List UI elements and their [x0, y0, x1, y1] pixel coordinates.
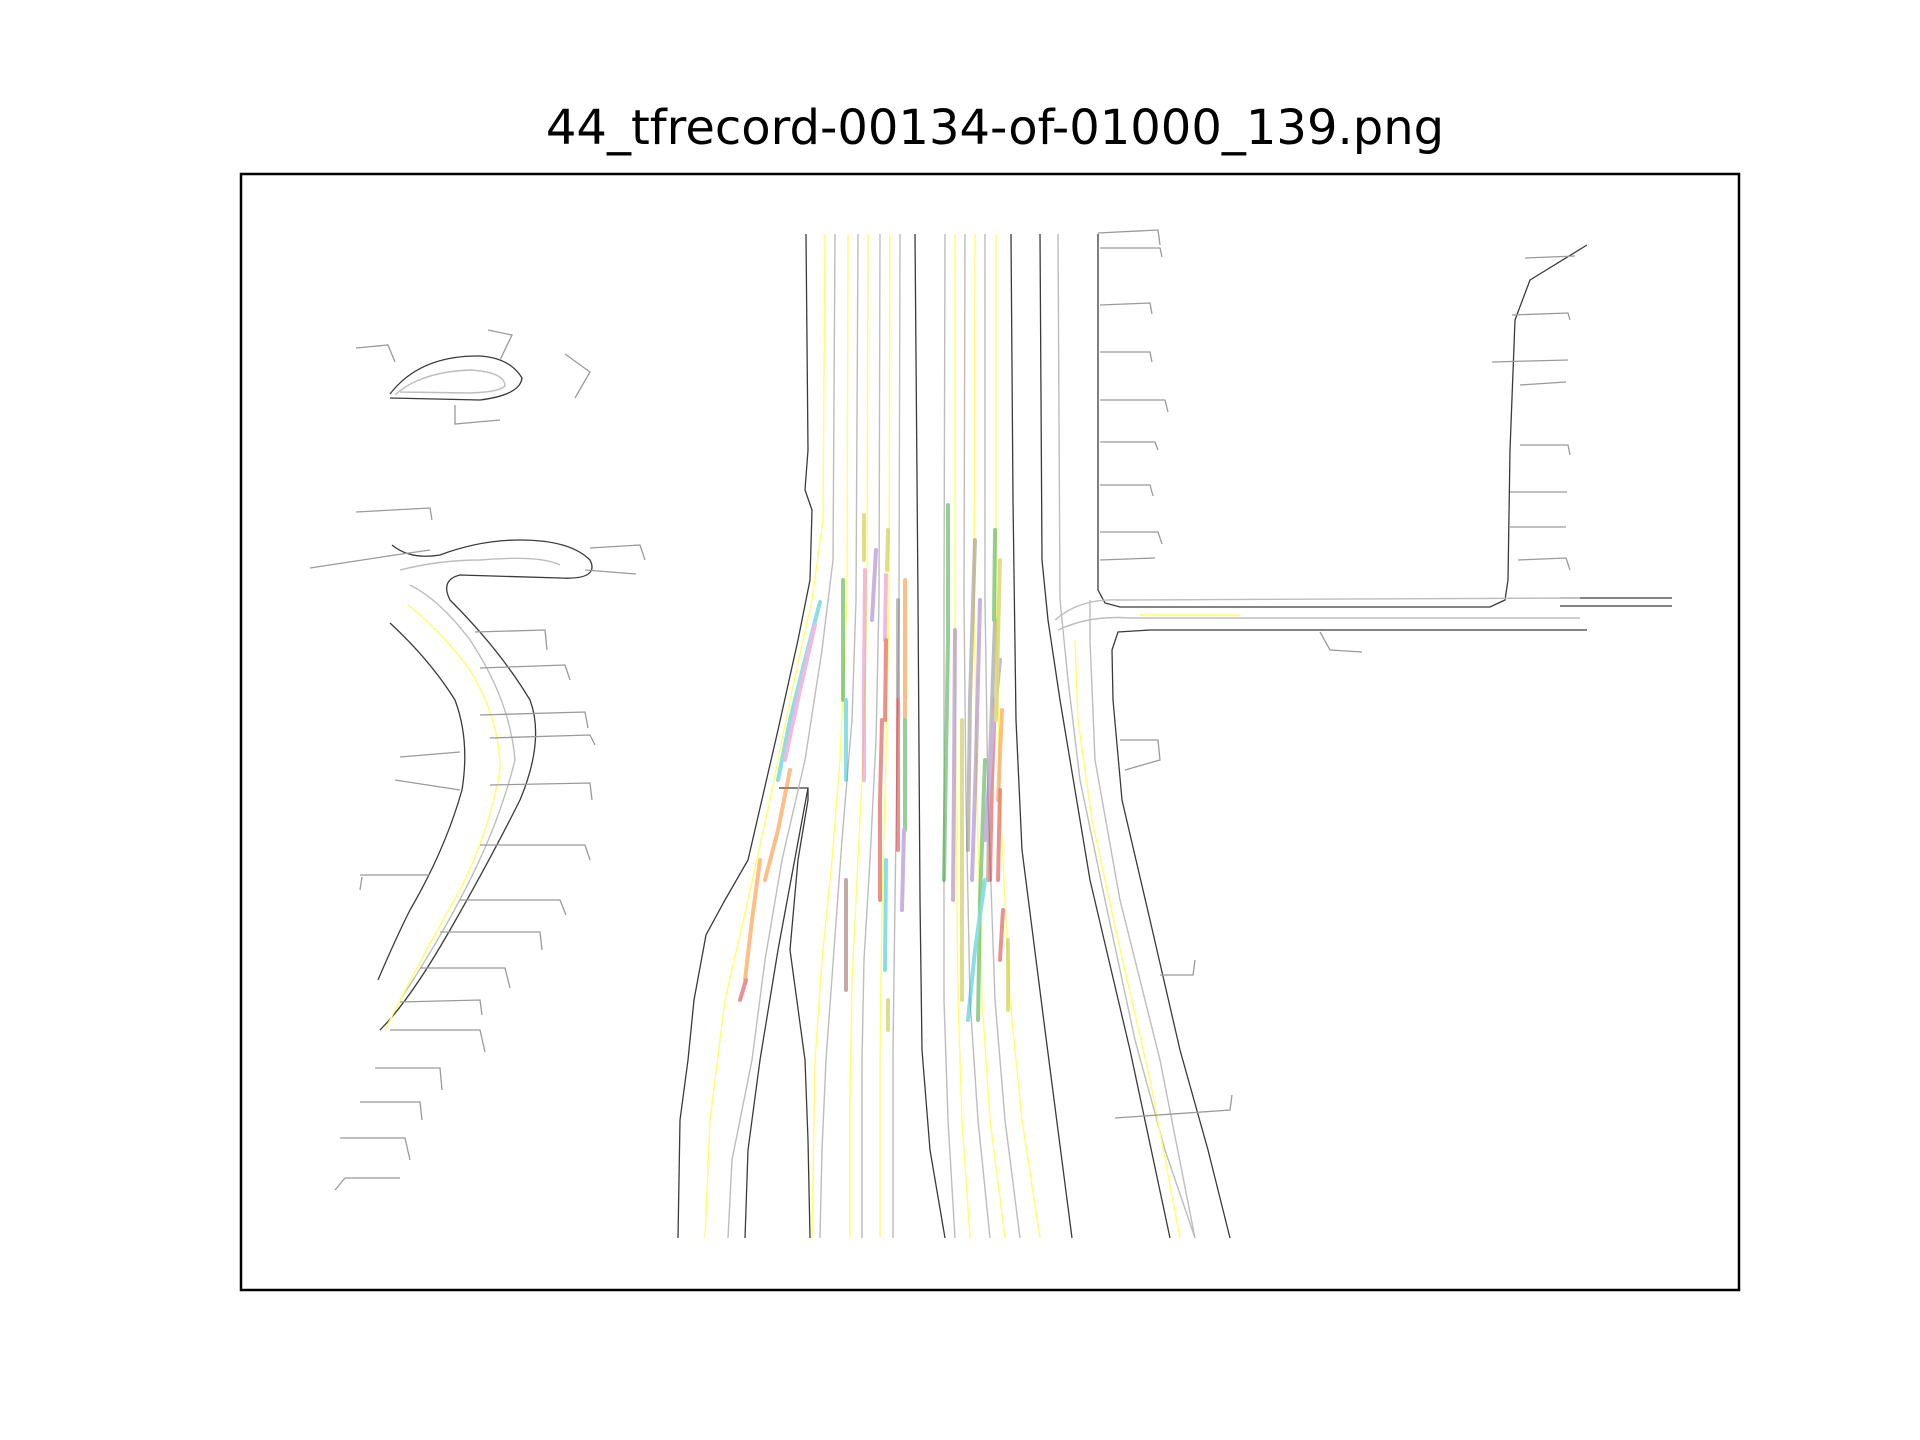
agent-track	[970, 598, 982, 882]
agent-track	[862, 568, 867, 782]
road-edge	[779, 787, 811, 1239]
road-edge	[377, 622, 466, 981]
agent-track	[996, 788, 1002, 882]
road-line	[954, 234, 971, 1239]
agent-track	[996, 708, 1004, 802]
lane-center	[399, 557, 561, 1001]
agent-tracks	[738, 503, 1010, 1032]
lane-center	[1057, 233, 1196, 1239]
crosswalk	[1097, 229, 1163, 258]
road-edge	[1010, 233, 1073, 1239]
agent-track	[883, 638, 888, 722]
lane-center	[1089, 600, 1196, 1239]
lane-centers	[394, 233, 1581, 1239]
road-edge	[389, 355, 523, 401]
road-edge	[1111, 629, 1587, 1239]
road-line	[1074, 639, 1181, 1239]
lane-center	[819, 233, 859, 1239]
agent-track	[951, 628, 957, 902]
lane-center	[727, 233, 836, 1239]
road-edge	[744, 787, 809, 1239]
agent-track	[992, 528, 997, 622]
crosswalks	[309, 229, 1576, 1191]
road-lines	[384, 233, 1240, 1239]
road-edge	[914, 233, 946, 1239]
crosswalk	[1099, 302, 1169, 451]
crosswalk	[394, 751, 461, 791]
agent-track	[783, 623, 817, 762]
road-line	[849, 233, 869, 1238]
figure-title: 44_tfrecord-00134-of-01000_139.png	[545, 100, 1445, 156]
lane-center	[943, 233, 956, 1239]
crosswalk	[1114, 1094, 1233, 1119]
road-line	[811, 233, 849, 1239]
lane-center	[963, 233, 991, 1239]
agent-track	[883, 573, 888, 642]
agent-track	[885, 528, 890, 572]
road-line	[384, 604, 501, 1031]
agent-track	[763, 768, 792, 882]
crosswalk	[359, 874, 430, 891]
agent-track	[976, 758, 987, 1022]
agent-track	[738, 978, 748, 1002]
lane-center	[984, 234, 1021, 1239]
crosswalk	[460, 782, 593, 916]
agent-track	[966, 878, 987, 1022]
plot-frame	[239, 172, 1741, 1292]
agent-track	[900, 828, 906, 912]
road-edge	[1039, 233, 1171, 1239]
agent-track	[878, 718, 884, 902]
road-edge	[1097, 234, 1588, 608]
crosswalk	[355, 329, 591, 425]
crosswalk	[334, 931, 543, 1191]
road-line	[704, 233, 826, 1239]
crosswalk	[474, 629, 596, 746]
crosswalk	[1120, 739, 1161, 771]
agent-track	[966, 538, 977, 852]
crosswalk	[1160, 959, 1196, 976]
lane-center	[861, 233, 881, 1238]
crosswalk	[309, 507, 646, 575]
agent-track	[994, 558, 1002, 722]
agent-track	[883, 858, 888, 972]
crosswalk	[1319, 631, 1363, 653]
road-edge	[677, 233, 813, 1239]
road-edge	[379, 539, 593, 1031]
road-edge	[1560, 597, 1672, 607]
lane-center	[394, 369, 506, 396]
crosswalk	[1491, 255, 1576, 456]
lane-center	[1057, 616, 1580, 631]
lane-center	[1054, 597, 1581, 621]
agent-track	[743, 858, 762, 982]
agent-track	[942, 503, 950, 882]
left-road	[377, 355, 593, 1031]
agent-track	[998, 908, 1005, 962]
crosswalk	[1099, 484, 1163, 561]
agent-track	[870, 548, 878, 622]
crosswalk	[1510, 491, 1571, 571]
